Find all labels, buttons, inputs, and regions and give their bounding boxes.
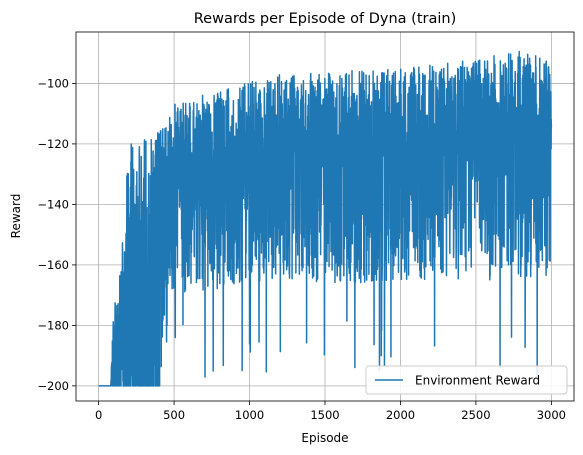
y-tick-label: −100: [37, 76, 69, 90]
plot-area: [98, 50, 553, 387]
x-tick-label: 0: [95, 408, 102, 422]
x-tick-label: 2500: [461, 408, 490, 422]
x-axis-label: Episode: [301, 431, 348, 445]
legend-label: Environment Reward: [415, 374, 540, 388]
legend-box: [365, 365, 568, 395]
x-tick-label: 500: [163, 408, 185, 422]
y-tick-label: −140: [37, 197, 69, 211]
series-line-environment-reward: [98, 50, 553, 387]
y-tick-label: −200: [37, 379, 69, 393]
x-tick-label: 3000: [537, 408, 566, 422]
x-ticks: 0 500 1000 1500 2000 2500 3000: [95, 401, 566, 422]
chart-title: Rewards per Episode of Dyna (train): [194, 11, 457, 27]
x-tick-label: 1000: [235, 408, 264, 422]
y-tick-label: −120: [37, 137, 69, 151]
x-tick-label: 1500: [310, 408, 339, 422]
y-ticks: −200 −180 −160 −140 −120 −100: [37, 76, 76, 393]
legend: Environment Reward: [365, 365, 568, 395]
x-tick-label: 2000: [386, 408, 415, 422]
y-tick-label: −160: [37, 258, 69, 272]
y-tick-label: −180: [37, 318, 69, 332]
y-axis-label: Reward: [9, 194, 23, 239]
